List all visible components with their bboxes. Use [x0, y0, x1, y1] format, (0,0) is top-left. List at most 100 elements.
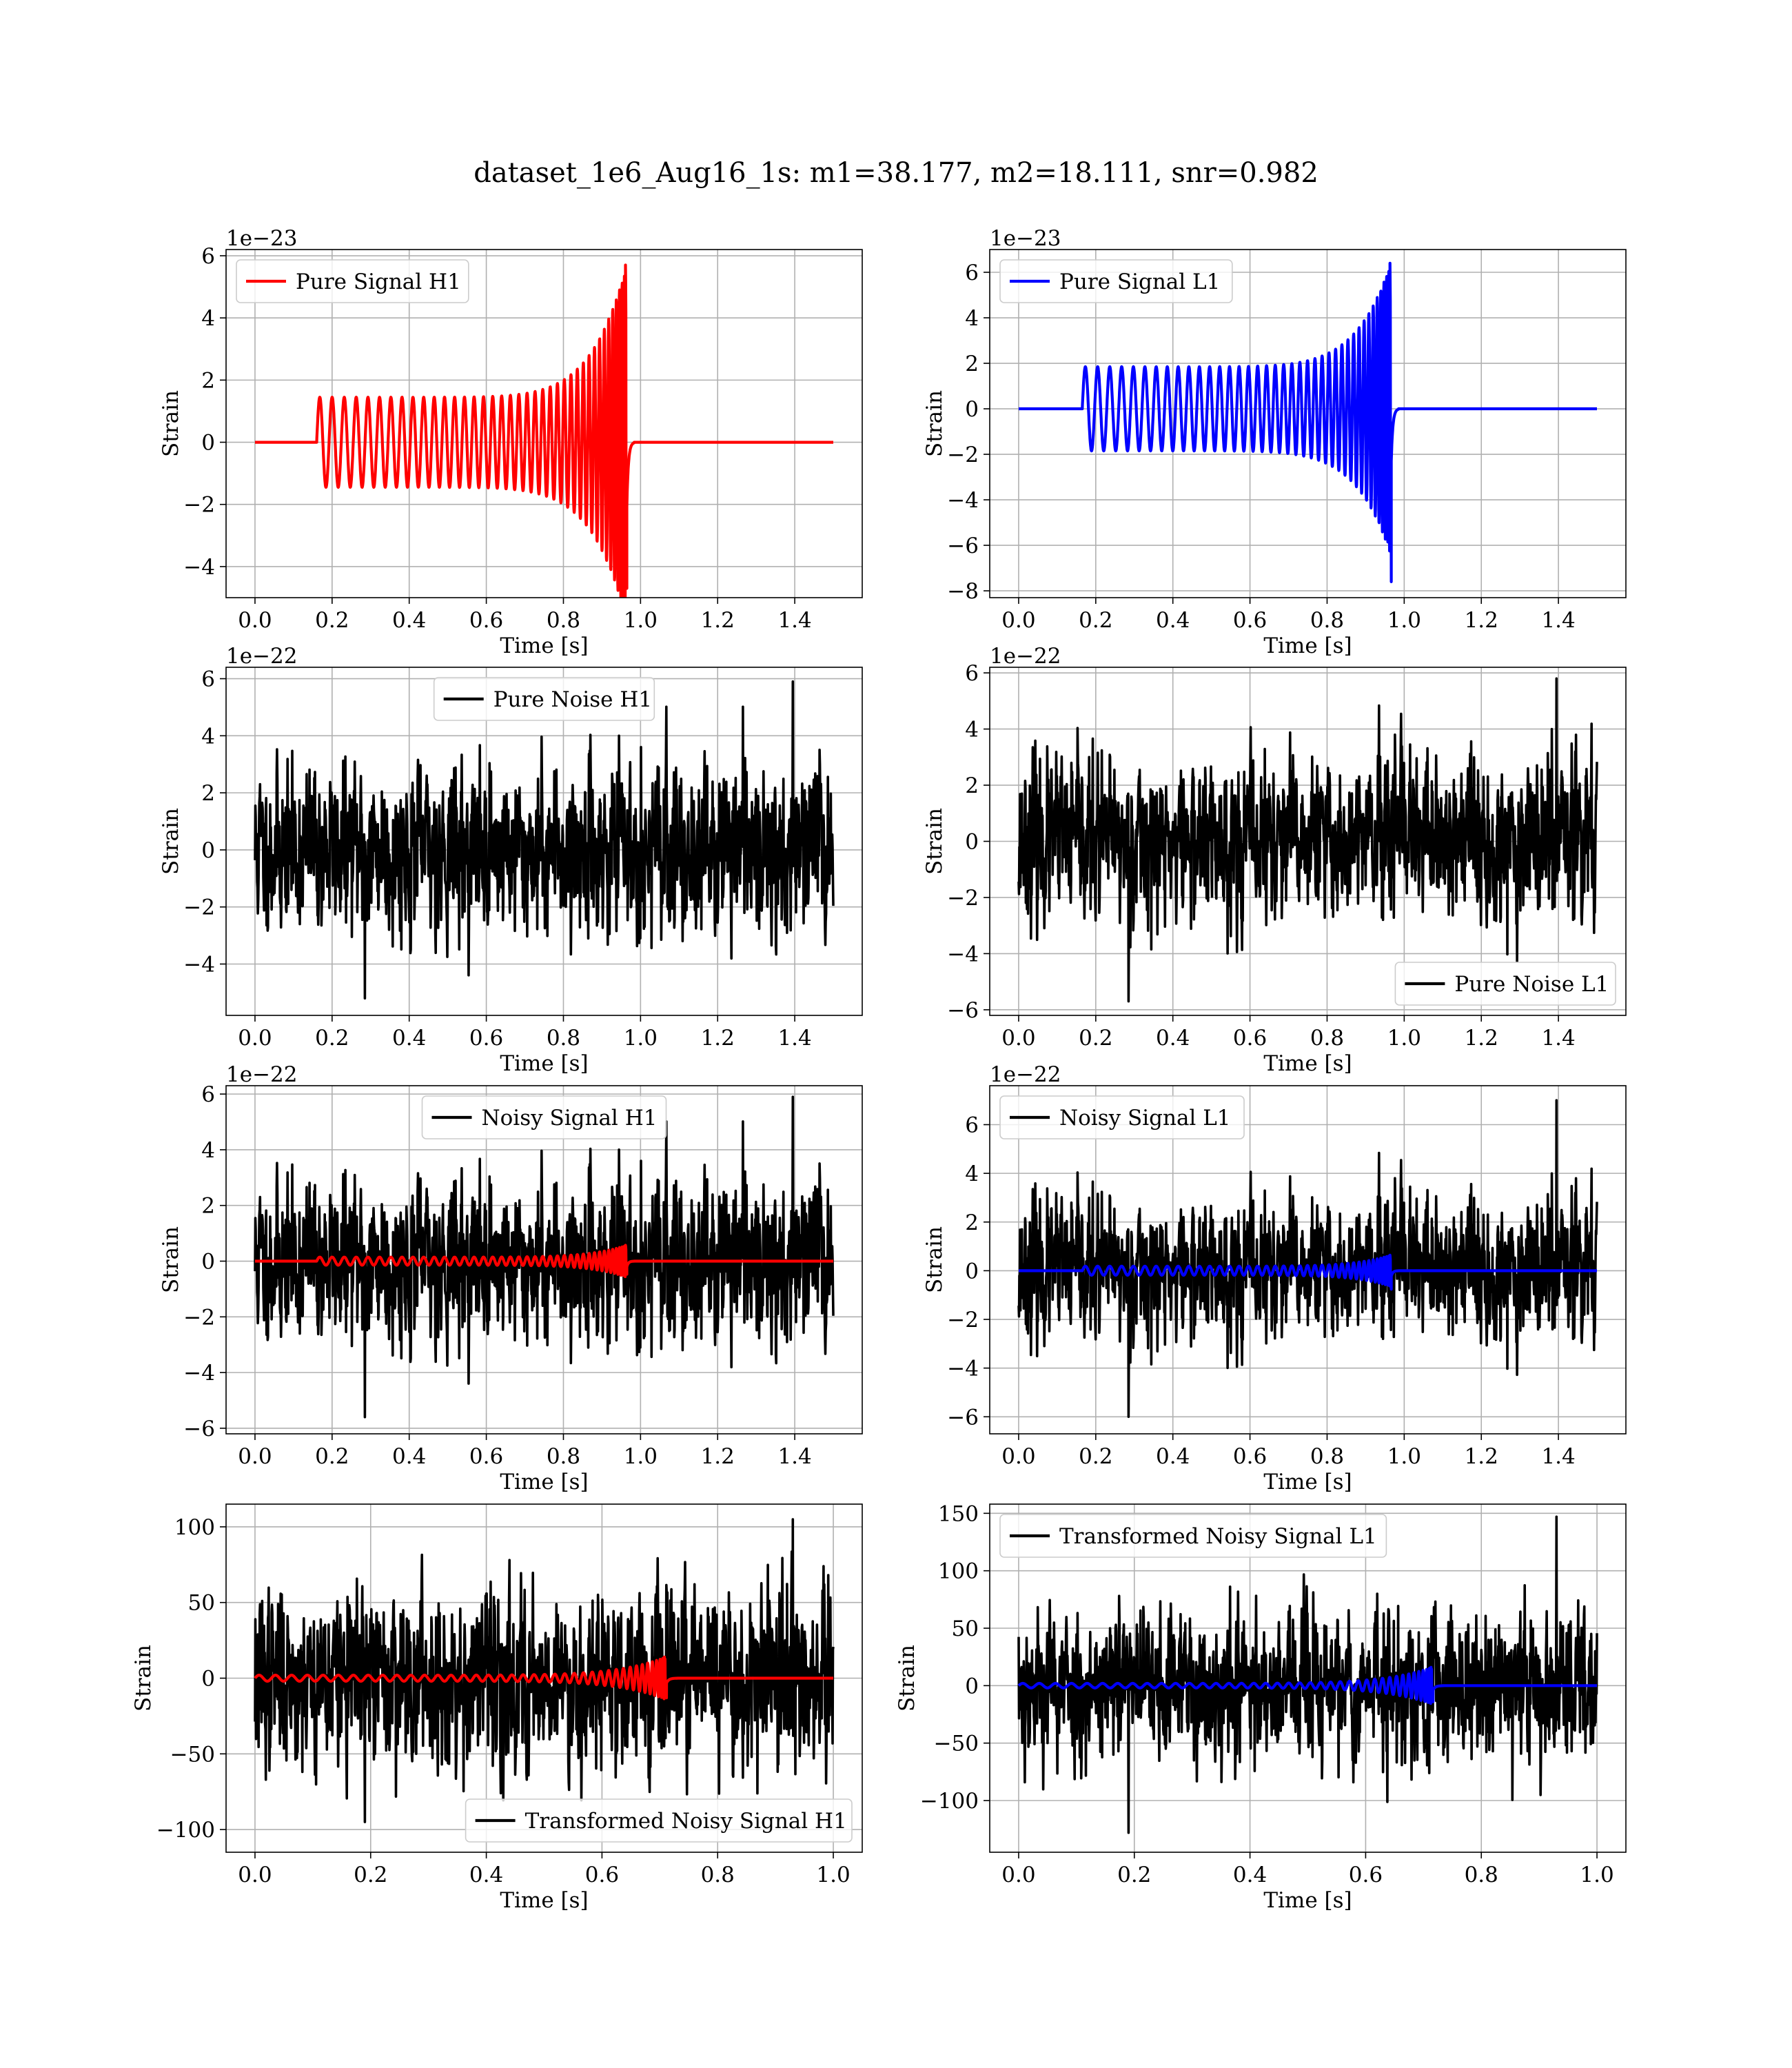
series-line [1017, 261, 1598, 583]
legend: Transformed Noisy Signal H1 [465, 1798, 853, 1843]
axis-offset-text: 1e−22 [226, 1062, 298, 1087]
series-group [1017, 677, 1598, 1003]
x-tick-label: 0.6 [585, 1863, 619, 1887]
x-axis-label: Time [s] [1263, 1051, 1352, 1076]
series-line [254, 1655, 835, 1701]
x-tick-label: 0.6 [469, 608, 503, 633]
y-axis-label: Strain [159, 808, 183, 875]
y-axis-label: Strain [922, 1226, 947, 1293]
legend: Pure Noise L1 [1394, 962, 1616, 1006]
y-tick-label: 0 [201, 431, 215, 456]
chart-panel: 0.0 0.2 0.4 0.6 0.8 1.0 1.2 1.4 −6 −4 −2 0 2 4 6 Time [… [159, 1062, 863, 1494]
x-tick-label: 0.0 [238, 1863, 272, 1887]
x-tick-label: 0.8 [1465, 1863, 1498, 1887]
legend-label: Transformed Noisy Signal L1 [1059, 1524, 1377, 1549]
x-axis-label: Time [s] [1263, 1888, 1352, 1913]
axes-frame [225, 1085, 863, 1435]
x-tick-label: 0.6 [1233, 1026, 1267, 1051]
legend-label: Pure Noise L1 [1454, 972, 1609, 997]
x-tick-label: 0.2 [1079, 608, 1112, 633]
y-tick-label: −2 [183, 895, 215, 920]
series-group [1017, 261, 1598, 583]
y-tick-label: 0 [201, 838, 215, 863]
axes-frame [989, 1085, 1627, 1435]
series-group [254, 1518, 835, 1823]
legend: Pure Noise H1 [433, 677, 655, 721]
x-tick-label: 1.4 [777, 1026, 811, 1051]
x-tick-label: 1.0 [1387, 1026, 1421, 1051]
y-tick-label: −4 [183, 952, 215, 977]
y-tick-label: 6 [965, 261, 979, 285]
series-line [254, 1095, 835, 1419]
axis-offset-text: 1e−22 [990, 1062, 1061, 1087]
legend-label: Noisy Signal H1 [482, 1106, 658, 1131]
chart-panel: 0.0 0.2 0.4 0.6 0.8 1.0 1.2 1.4 −4 −2 0 2 4 6 Time [s]… [159, 226, 863, 658]
y-tick-label: −100 [920, 1789, 979, 1814]
y-tick-label: 4 [201, 1138, 215, 1163]
series-group [1017, 1099, 1598, 1419]
x-tick-label: 1.0 [624, 1026, 658, 1051]
x-tick-label: 1.0 [1387, 1444, 1421, 1469]
x-tick-label: 1.4 [1541, 608, 1575, 633]
y-tick-label: −2 [947, 443, 979, 467]
legend: Transformed Noisy Signal L1 [999, 1514, 1387, 1558]
x-axis-label: Time [s] [1263, 1470, 1352, 1494]
x-tick-label: 0.0 [1001, 1444, 1035, 1469]
x-tick-label: 0.0 [1001, 1026, 1035, 1051]
x-axis-label: Time [s] [500, 633, 588, 658]
y-tick-label: −4 [183, 1361, 215, 1386]
x-tick-label: 0.6 [469, 1026, 503, 1051]
series-line [1017, 1515, 1598, 1834]
y-tick-label: −4 [947, 1357, 979, 1381]
x-axis-label: Time [s] [500, 1888, 588, 1913]
legend-box [465, 1798, 853, 1843]
y-tick-label: −4 [947, 488, 979, 513]
y-tick-label: 4 [965, 306, 979, 331]
y-tick-label: 100 [174, 1515, 215, 1540]
x-tick-label: 0.4 [1233, 1863, 1267, 1887]
y-tick-label: 6 [201, 244, 215, 269]
legend-label: Pure Signal L1 [1059, 270, 1220, 294]
y-axis-label: Strain [159, 390, 183, 457]
y-tick-label: 0 [965, 830, 979, 855]
x-tick-label: 0.8 [1310, 1026, 1344, 1051]
y-tick-label: 4 [201, 306, 215, 331]
y-tick-label: −6 [947, 998, 979, 1023]
x-axis-label: Time [s] [1263, 633, 1352, 658]
axes-frame [225, 667, 863, 1016]
series-line [1017, 1665, 1598, 1705]
x-tick-label: 0.8 [1310, 608, 1344, 633]
x-tick-label: 0.8 [547, 1026, 580, 1051]
y-axis-label: Strain [159, 1226, 183, 1293]
x-tick-label: 0.8 [547, 608, 580, 633]
chart-panel: 0.0 0.2 0.4 0.6 0.8 1.0 1.2 1.4 −8 −6 −4 −2 0 2 4 6 Time… [922, 226, 1627, 658]
legend: Pure Signal H1 [236, 259, 469, 303]
x-tick-label: 1.0 [1387, 608, 1421, 633]
x-tick-label: 1.0 [624, 608, 658, 633]
legend-label: Pure Signal H1 [296, 270, 461, 294]
x-tick-label: 1.2 [701, 1026, 735, 1051]
y-tick-label: −4 [183, 555, 215, 580]
x-axis-label: Time [s] [500, 1051, 588, 1076]
y-tick-label: −2 [183, 493, 215, 518]
x-tick-label: 0.0 [238, 1444, 272, 1469]
x-tick-label: 0.0 [1001, 1863, 1035, 1887]
legend-box [236, 259, 469, 303]
x-tick-label: 0.8 [1310, 1444, 1344, 1469]
chart-panel: 0.0 0.2 0.4 0.6 0.8 1.0 1.2 1.4 −6 −4 −2 0 2 4 6 Time [… [922, 644, 1627, 1076]
legend-label: Pure Noise H1 [493, 687, 652, 712]
y-tick-label: −6 [947, 1405, 979, 1430]
axis-offset-text: 1e−22 [226, 644, 298, 669]
axis-offset-text: 1e−23 [990, 226, 1061, 251]
y-axis-label: Strain [131, 1645, 156, 1712]
series-line [1017, 1099, 1598, 1419]
y-axis-label: Strain [922, 390, 947, 457]
axes-frame [989, 249, 1627, 598]
x-tick-label: 0.2 [315, 608, 349, 633]
x-tick-label: 1.4 [777, 1444, 811, 1469]
y-tick-label: 0 [965, 1674, 979, 1699]
x-axis-label: Time [s] [500, 1470, 588, 1494]
x-tick-label: 1.0 [816, 1863, 850, 1887]
x-tick-label: 0.0 [1001, 608, 1035, 633]
y-tick-label: 0 [201, 1667, 215, 1692]
